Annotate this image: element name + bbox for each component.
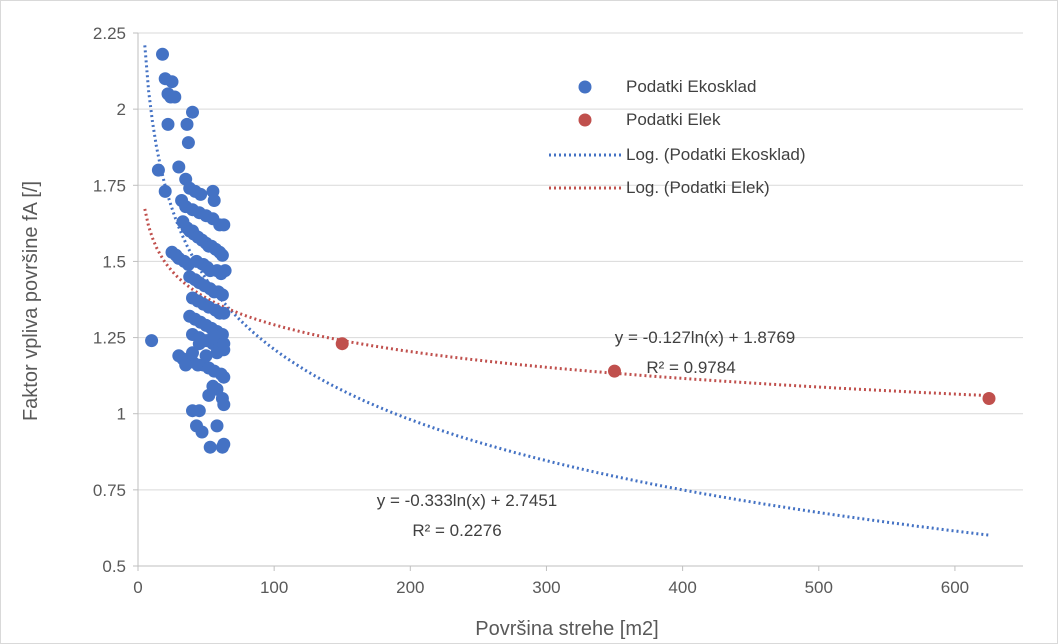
data-point-elek (335, 337, 349, 351)
data-point-ekosklad (192, 404, 206, 418)
data-point-ekosklad (194, 187, 208, 201)
x-tick-label: 200 (396, 578, 424, 597)
data-point-ekosklad (179, 358, 193, 372)
data-point-ekosklad (145, 334, 159, 348)
x-axis-title: Površina strehe [m2] (475, 618, 658, 640)
data-point-ekosklad (195, 425, 209, 439)
x-tick-label: 400 (668, 578, 696, 597)
data-point-ekosklad (217, 398, 231, 412)
data-point-ekosklad (172, 160, 186, 174)
data-point-ekosklad (186, 346, 199, 360)
gridlines (138, 32, 1023, 491)
data-point-ekosklad (181, 136, 195, 150)
y-tick-label: 2 (117, 100, 126, 119)
legend-label-log-elek: Log. (Podatki Elek) (626, 178, 770, 197)
y-tick-label: 1.5 (102, 252, 126, 271)
data-point-ekosklad (217, 370, 231, 384)
data-point-ekosklad (210, 419, 224, 433)
tick-labels: 0.5 0.75 1 1.25 1.5 1.75 2 2.25 0 100 200 300 400 500… (93, 24, 969, 597)
data-point-ekosklad (210, 346, 224, 360)
x-tick-label: 0 (133, 578, 142, 597)
data-point-ekosklad (215, 288, 229, 302)
data-points (145, 47, 996, 454)
trendline-equations: y = -0.127ln(x) + 1.8769 R² = 0.9784 y =… (377, 328, 796, 540)
data-point-ekosklad (199, 349, 213, 363)
data-point-ekosklad (218, 264, 232, 278)
data-point-ekosklad (206, 331, 220, 345)
data-point-ekosklad (217, 218, 231, 232)
data-point-ekosklad (203, 440, 217, 454)
data-point-ekosklad (156, 47, 169, 61)
y-tick-label: 0.5 (102, 557, 126, 576)
y-tick-label: 1.75 (93, 176, 126, 195)
y-tick-label: 2.25 (93, 24, 126, 43)
data-point-elek (608, 364, 621, 378)
data-point-ekosklad (180, 117, 194, 131)
y-tick-label: 1 (117, 405, 126, 424)
y-axis-title: Faktor vpliva površine fA [/] (20, 181, 42, 421)
x-tick-label: 600 (941, 578, 969, 597)
legend-marker-ekosklad (578, 80, 592, 94)
data-point-ekosklad (215, 248, 229, 262)
trendline-ekosklad (143, 45, 990, 537)
trendline-r2-elek: R² = 0.9784 (646, 358, 735, 377)
trendline-elek (143, 208, 990, 398)
data-point-ekosklad (215, 440, 229, 454)
data-point-ekosklad (217, 306, 231, 320)
data-point-ekosklad (217, 337, 231, 351)
trendline-r2-ekosklad: R² = 0.2276 (412, 521, 501, 540)
x-tick-label: 300 (532, 578, 560, 597)
data-point-ekosklad (151, 163, 165, 177)
legend-label-elek: Podatki Elek (626, 110, 721, 129)
legend: Podatki Ekosklad Podatki Elek Log. (Poda… (549, 77, 806, 197)
trendline-equation-elek: y = -0.127ln(x) + 1.8769 (615, 328, 796, 347)
legend-label-ekosklad: Podatki Ekosklad (626, 77, 756, 96)
axes (133, 32, 1023, 571)
data-point-ekosklad (192, 337, 206, 351)
trendline-equation-ekosklad: y = -0.333ln(x) + 2.7451 (377, 491, 558, 510)
data-point-elek (982, 392, 996, 405)
legend-marker-elek (578, 113, 592, 127)
data-point-ekosklad (186, 105, 199, 119)
data-point-ekosklad (158, 184, 172, 198)
data-point-ekosklad (168, 90, 182, 104)
data-point-ekosklad (202, 388, 216, 402)
y-tick-label: 1.25 (93, 329, 126, 348)
legend-label-log-ekosklad: Log. (Podatki Ekosklad) (626, 145, 806, 164)
data-point-ekosklad (207, 194, 221, 207)
x-tick-label: 100 (260, 578, 288, 597)
data-point-ekosklad (161, 117, 175, 131)
x-tick-label: 500 (805, 578, 833, 597)
y-tick-label: 0.75 (93, 481, 126, 500)
trendlines (143, 45, 990, 537)
data-point-ekosklad (165, 75, 179, 89)
